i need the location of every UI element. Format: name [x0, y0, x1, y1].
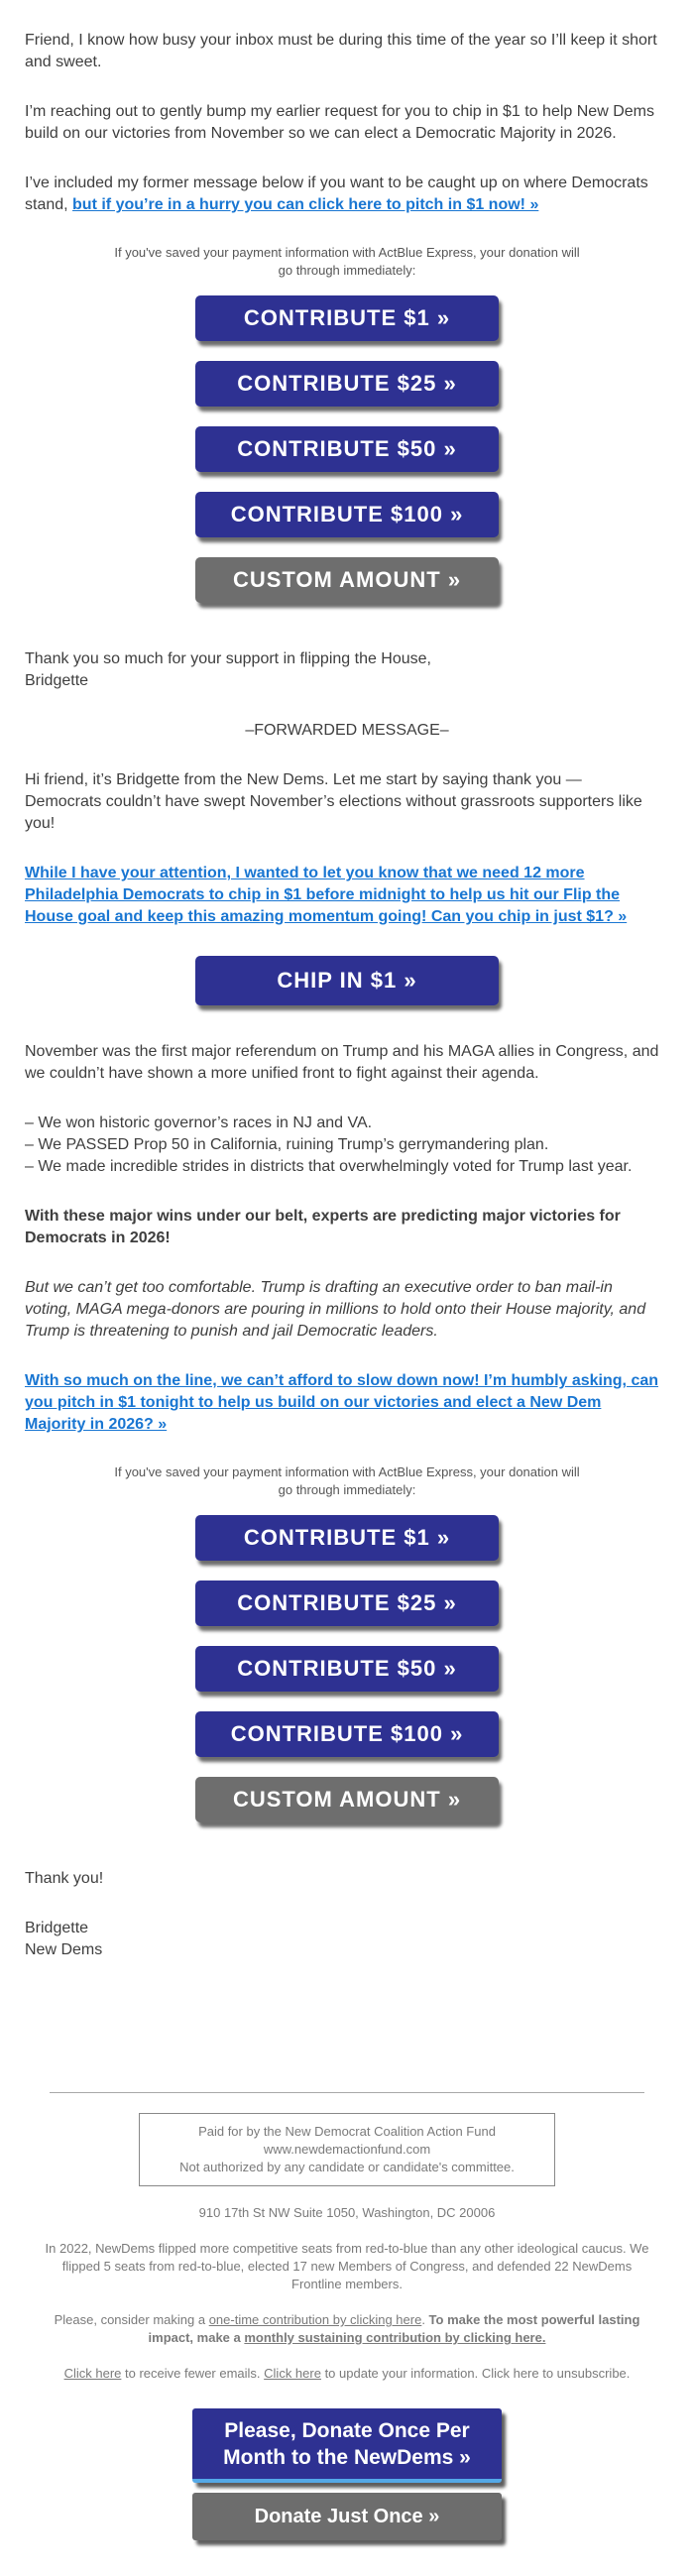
wins-list-item: – We PASSED Prop 50 in California, ruini…	[25, 1136, 549, 1153]
paragraph-so-much-on-line: With so much on the line, we can’t affor…	[25, 1370, 660, 1436]
wins-list-item: – We won historic governor’s races in NJ…	[25, 1114, 373, 1131]
contribute-line-text: .	[421, 2312, 429, 2327]
chip-in-before-midnight-link[interactable]: While I have your attention, I wanted to…	[25, 865, 628, 925]
monthly-contribution-link[interactable]: monthly sustaining contribution by click…	[244, 2330, 546, 2345]
disclaimer-website: www.newdemactionfund.com	[263, 2142, 431, 2157]
paragraph-attention-link: While I have your attention, I wanted to…	[25, 863, 660, 928]
contribute-100-button-2[interactable]: CONTRIBUTE $100 »	[195, 1711, 499, 1757]
signature-block: Bridgette New Dems	[25, 1918, 660, 1961]
footer-about-newdems: In 2022, NewDems flipped more competitiv…	[45, 2241, 649, 2291]
custom-amount-button[interactable]: CUSTOM AMOUNT »	[195, 557, 499, 603]
paragraph-former-message: I’ve included my former message below if…	[25, 173, 660, 216]
manage-line-text: to receive fewer emails.	[121, 2366, 265, 2381]
donate-monthly-button[interactable]: Please, Donate Once Per Month to the New…	[192, 2408, 502, 2483]
contribute-50-button-2[interactable]: CONTRIBUTE $50 »	[195, 1646, 499, 1692]
donate-just-once-button[interactable]: Donate Just Once »	[192, 2493, 502, 2540]
paragraph-intro: Friend, I know how busy your inbox must …	[25, 32, 657, 70]
paragraph-cant-get-comfortable: But we can’t get too comfortable. Trump …	[25, 1279, 646, 1340]
thanks-signature: Bridgette	[25, 672, 89, 689]
paragraph-major-wins-bold: With these major wins under our belt, ex…	[25, 1208, 621, 1246]
thanks-line: Thank you so much for your support in fl…	[25, 650, 431, 667]
wins-list: – We won historic governor’s races in NJ…	[25, 1112, 660, 1178]
actblue-express-note: If you've saved your payment information…	[114, 245, 580, 278]
pitch-in-1-dollar-link[interactable]: but if you’re in a hurry you can click h…	[72, 196, 539, 213]
signature-name: Bridgette	[25, 1920, 89, 1936]
former-message-text: I’ve included my former message below if…	[25, 175, 648, 213]
pitch-in-tonight-link[interactable]: With so much on the line, we can’t affor…	[25, 1372, 659, 1433]
contribute-25-button[interactable]: CONTRIBUTE $25 »	[195, 361, 499, 407]
donate-button-stack-bottom: CONTRIBUTE $1 » CONTRIBUTE $25 » CONTRIB…	[0, 1515, 694, 1822]
contribute-25-button-2[interactable]: CONTRIBUTE $25 »	[195, 1581, 499, 1626]
paid-for-disclaimer-box: Paid for by the New Democrat Coalition A…	[139, 2113, 555, 2186]
footer-divider	[50, 2092, 644, 2093]
custom-amount-button-2[interactable]: CUSTOM AMOUNT »	[195, 1777, 499, 1822]
contribute-line-bold-text: To make the most powerful lasting impact…	[148, 2312, 640, 2345]
signature-org: New Dems	[25, 1941, 103, 1958]
chip-in-1-button[interactable]: CHIP IN $1 »	[195, 956, 499, 1005]
wins-list-item: – We made incredible strides in district…	[25, 1158, 633, 1175]
paragraph-thanks-flipping-house: Thank you so much for your support in fl…	[25, 648, 660, 692]
contribute-line-text: Please, consider making a	[54, 2312, 209, 2327]
footer-manage-line: Click here to receive fewer emails. Clic…	[40, 2365, 654, 2383]
donate-button-stack-top: CONTRIBUTE $1 » CONTRIBUTE $25 » CONTRIB…	[0, 295, 694, 603]
forwarded-message-label: –FORWARDED MESSAGE–	[245, 722, 449, 739]
paragraph-hi-friend: Hi friend, it’s Bridgette from the New D…	[25, 771, 642, 832]
paragraph-bump-request: I’m reaching out to gently bump my earli…	[25, 103, 654, 142]
footer-contribute-line: Please, consider making a one-time contr…	[40, 2311, 654, 2347]
paragraph-november-referendum: November was the first major referendum …	[25, 1043, 659, 1082]
one-time-contribution-link[interactable]: one-time contribution by clicking here	[208, 2312, 422, 2327]
fewer-emails-link[interactable]: Click here	[63, 2366, 122, 2381]
actblue-express-note-2: If you've saved your payment information…	[114, 1464, 580, 1497]
contribute-100-button[interactable]: CONTRIBUTE $100 »	[195, 492, 499, 537]
disclaimer-line: Paid for by the New Democrat Coalition A…	[198, 2124, 496, 2139]
contribute-50-button[interactable]: CONTRIBUTE $50 »	[195, 426, 499, 472]
footer-address: 910 17th St NW Suite 1050, Washington, D…	[198, 2205, 496, 2220]
manage-line-text: to update your information. Click here t…	[320, 2366, 631, 2381]
update-information-link[interactable]: Click here	[264, 2366, 321, 2381]
contribute-1-button-2[interactable]: CONTRIBUTE $1 »	[195, 1515, 499, 1561]
disclaimer-line: Not authorized by any candidate or candi…	[179, 2160, 515, 2174]
paragraph-thank-you: Thank you!	[25, 1870, 104, 1887]
contribute-1-button[interactable]: CONTRIBUTE $1 »	[195, 295, 499, 341]
